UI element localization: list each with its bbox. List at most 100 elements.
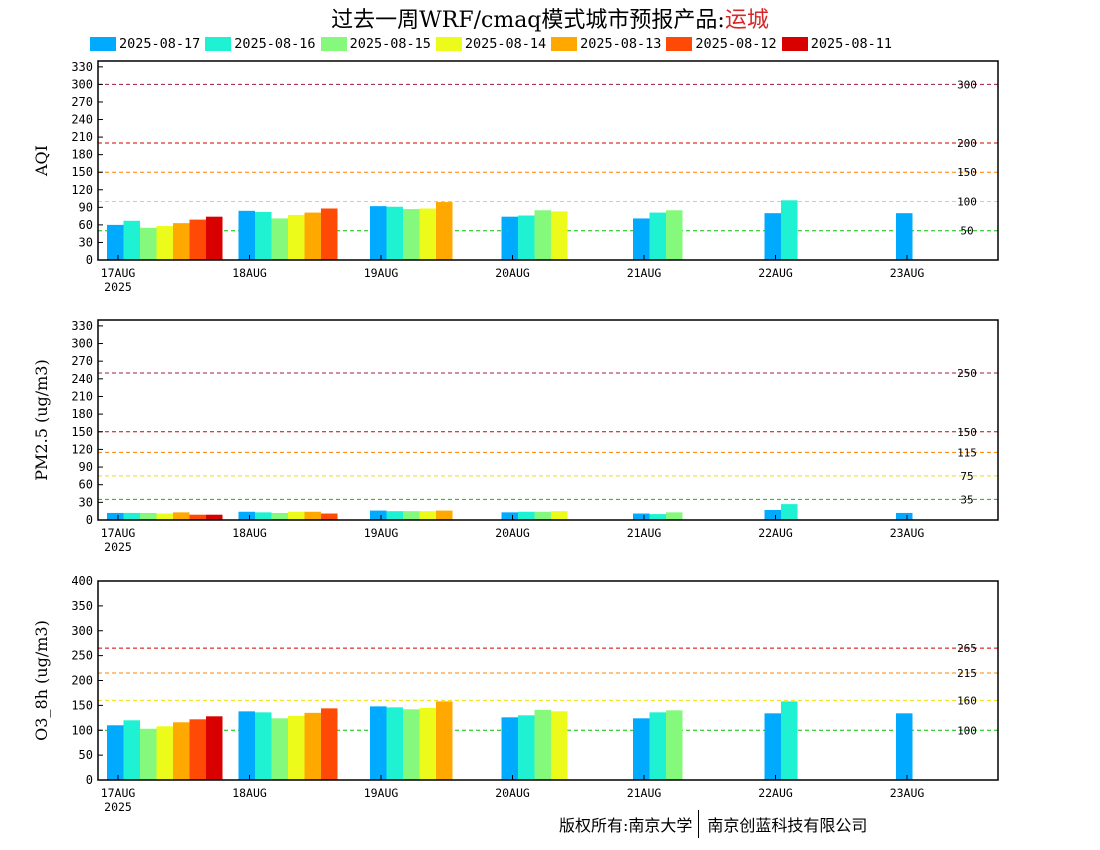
- bar: [649, 212, 666, 260]
- y-tick-label: 330: [71, 60, 93, 74]
- threshold-label: 160: [957, 694, 977, 707]
- y-tick-label: 330: [71, 319, 93, 333]
- threshold-label: 35: [960, 493, 973, 506]
- bar: [896, 713, 913, 780]
- y-tick-label: 250: [71, 649, 93, 663]
- y-tick-label: 200: [71, 674, 93, 688]
- y-tick-label: 100: [71, 723, 93, 737]
- bar: [403, 209, 420, 260]
- bar: [255, 512, 272, 520]
- y-tick-label: 400: [71, 574, 93, 588]
- bar: [173, 512, 190, 520]
- bar: [288, 214, 305, 260]
- y-tick-label: 180: [71, 148, 93, 162]
- threshold-label: 75: [960, 470, 973, 483]
- x-tick-label: 23AUG: [890, 526, 925, 540]
- x-tick-label: 20AUG: [495, 266, 530, 280]
- title-city: 运城: [724, 8, 769, 33]
- threshold-label: 215: [957, 667, 977, 680]
- bar: [173, 722, 190, 780]
- bar: [271, 718, 288, 780]
- x-tick-label: 19AUG: [364, 786, 399, 800]
- y-axis-label: AQI: [32, 145, 51, 177]
- threshold-label: 100: [957, 195, 977, 208]
- bar: [534, 511, 551, 520]
- bar: [386, 511, 403, 520]
- bar: [518, 215, 535, 260]
- x-tick-label: 18AUG: [232, 526, 267, 540]
- bar: [238, 210, 255, 260]
- bar: [649, 712, 666, 780]
- bar: [304, 511, 321, 520]
- bar: [436, 701, 453, 780]
- bar: [173, 223, 190, 260]
- bar: [436, 510, 453, 520]
- bar: [666, 512, 683, 520]
- bar: [666, 710, 683, 780]
- x-tick-label: 17AUG: [101, 786, 136, 800]
- bar: [189, 219, 206, 260]
- bar: [140, 227, 157, 260]
- bar: [551, 211, 568, 260]
- bar: [156, 726, 173, 780]
- footer-separator: [698, 810, 700, 838]
- plot-frame: [97, 319, 999, 521]
- footer-copyright: 版权所有:南京大学: [559, 816, 693, 835]
- x-tick-label: 19AUG: [364, 266, 399, 280]
- legend-item: 2025-08-16: [205, 36, 316, 52]
- legend-label: 2025-08-11: [810, 36, 892, 52]
- threshold-label: 265: [957, 642, 977, 655]
- bar: [534, 709, 551, 780]
- y-tick-label: 30: [79, 495, 93, 509]
- y-axis-label: PM2.5 (ug/m3): [32, 359, 51, 480]
- x-year-label: 2025: [104, 280, 132, 294]
- legend-label: 2025-08-13: [580, 36, 662, 52]
- bar: [781, 701, 798, 780]
- y-tick-label: 120: [71, 442, 93, 456]
- legend: 2025-08-17 2025-08-16 2025-08-15 2025-08-14…: [90, 36, 897, 52]
- y-tick-label: 270: [71, 95, 93, 109]
- y-tick-label: 50: [79, 748, 93, 762]
- legend-item: 2025-08-17: [90, 36, 200, 52]
- bar: [140, 728, 157, 780]
- bar: [518, 511, 535, 520]
- y-tick-label: 300: [71, 624, 93, 638]
- y-tick-label: 60: [79, 478, 93, 492]
- bar: [206, 716, 223, 780]
- bar: [436, 202, 453, 260]
- x-tick-label: 20AUG: [495, 786, 530, 800]
- bar: [764, 713, 781, 780]
- bar: [403, 511, 420, 520]
- title-prefix: 过去一周WRF/cmaq模式城市预报产品:: [331, 8, 725, 33]
- y-tick-label: 210: [71, 130, 93, 144]
- threshold-label: 115: [957, 446, 977, 459]
- bar: [238, 511, 255, 520]
- x-tick-label: 21AUG: [627, 786, 662, 800]
- threshold-label: 100: [957, 724, 977, 737]
- legend-label: 2025-08-12: [695, 36, 777, 52]
- bar: [123, 720, 140, 780]
- bar: [189, 719, 206, 780]
- bar: [123, 512, 140, 520]
- bar: [206, 514, 223, 520]
- bar: [896, 512, 913, 520]
- y-tick-label: 150: [71, 698, 93, 712]
- bar: [501, 717, 518, 780]
- bar: [107, 725, 124, 780]
- bar: [189, 514, 206, 520]
- x-tick-label: 23AUG: [890, 266, 925, 280]
- y-tick-label: 150: [71, 425, 93, 439]
- chart-panel-3: 265 215 160 100 0 50 100 150 200 250 300 350 400 17AU…: [32, 574, 999, 814]
- legend-item: 2025-08-12: [666, 36, 777, 52]
- threshold-label: 150: [957, 166, 977, 179]
- bar: [501, 512, 518, 520]
- bar: [419, 707, 436, 780]
- x-tick-label: 22AUG: [758, 266, 793, 280]
- y-tick-label: 300: [71, 77, 93, 91]
- bar: [271, 512, 288, 520]
- chart-panel-1: 300 200 150 100 50 0 30 60 90 120 150 180 210 240 270 3…: [32, 60, 999, 294]
- bar: [501, 216, 518, 260]
- bar: [370, 510, 387, 520]
- legend-label: 2025-08-14: [464, 36, 547, 52]
- x-tick-label: 21AUG: [627, 266, 662, 280]
